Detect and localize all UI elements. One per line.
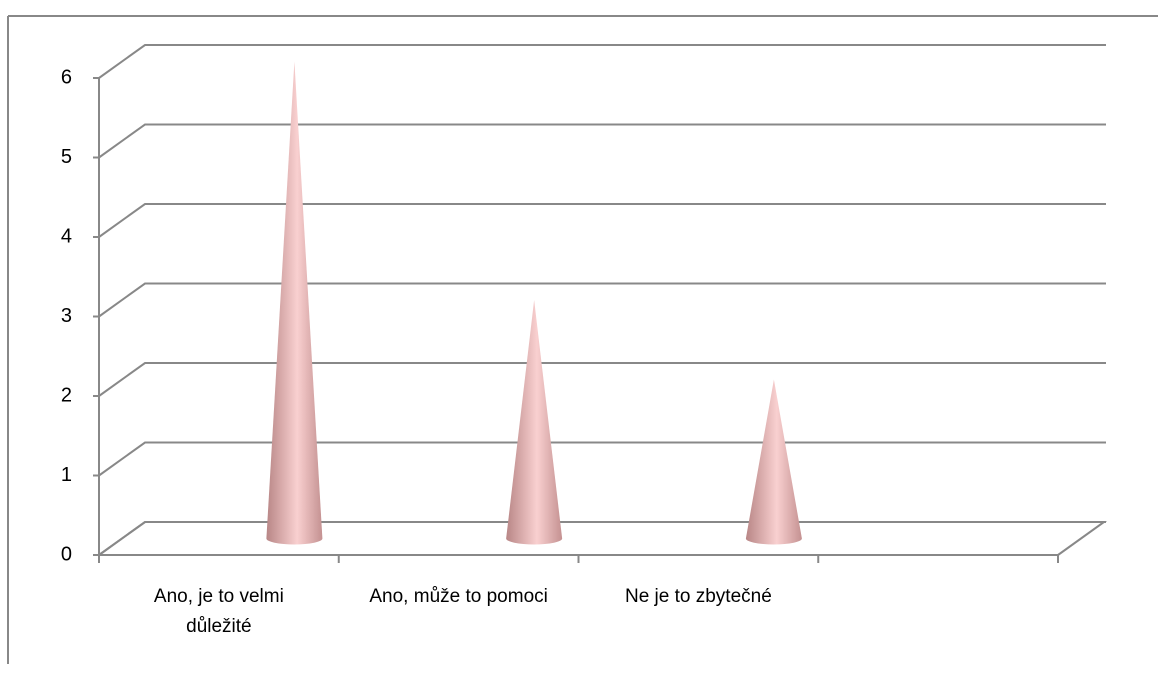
cone (745, 379, 802, 545)
grid-line (98, 44, 1106, 79)
cone (266, 61, 323, 545)
y-tick-label: 4 (61, 225, 72, 247)
grid-line (98, 203, 1106, 238)
y-tick-label: 5 (61, 146, 72, 168)
y-tick-label: 0 (61, 543, 72, 565)
grid-line (98, 123, 1106, 159)
grid-line (98, 441, 1106, 477)
y-tick-label: 2 (61, 384, 72, 406)
x-tick-label: Ano, je to velmi důležité (153, 586, 284, 637)
x-tick-label: Ano, může to pomoci (369, 586, 548, 607)
x-tick-label: Ne je to zbytečné (624, 586, 772, 607)
y-tick-label: 3 (61, 305, 72, 327)
y-tick-label: 6 (61, 66, 72, 88)
floor (98, 521, 1108, 556)
cone (506, 300, 563, 545)
grid-line (98, 521, 1106, 556)
grid-line (98, 282, 1106, 318)
grid-line (98, 362, 1106, 397)
y-tick-label: 1 (61, 464, 72, 486)
